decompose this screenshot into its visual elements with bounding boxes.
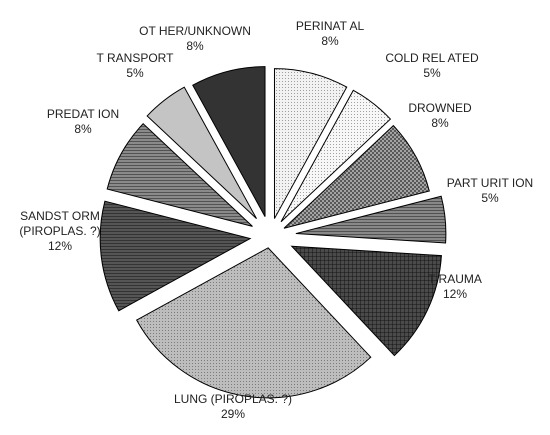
slice-perinatal-texture	[274, 68, 347, 219]
slice-lung-piroplas-label: LUNG (PIROPLAS. ?) 29%	[174, 392, 292, 421]
slice-trauma-label: T RAUMA 12%	[428, 272, 482, 301]
slice-sandstorm-piroplas-label-line: (PIROPLAS. ?)	[19, 224, 100, 238]
slice-other-unknown-percent: 8%	[186, 39, 204, 53]
slice-sandstorm-piroplas-label: SANDST ORM (PIROPLAS. ?) 12%	[19, 209, 100, 253]
slice-sandstorm-piroplas-percent: 12%	[48, 239, 72, 253]
slice-labels: PERINAT AL 8%COLD REL ATED 5%DROWNED 8%PART…	[19, 19, 533, 421]
slice-cold-related-texture	[281, 90, 391, 222]
slice-transport	[146, 86, 257, 219]
slice-drowned-percent: 8%	[431, 116, 449, 130]
slice-perinatal-percent: 8%	[321, 34, 339, 48]
slice-sandstorm-piroplas-label-line: SANDST ORM	[20, 209, 100, 223]
slice-predation-label: PREDAT ION 8%	[47, 107, 119, 136]
slice-lung-piroplas-percent: 29%	[221, 407, 245, 421]
slice-transport-percent: 5%	[126, 66, 144, 80]
slice-other-unknown-label: OT HER/UNKNOWN 8%	[139, 24, 251, 53]
slice-other-unknown	[192, 66, 266, 217]
slice-drowned-texture	[284, 125, 430, 229]
slice-predation-label-line: PREDAT ION	[47, 107, 119, 121]
slice-perinatal-label: PERINAT AL 8%	[296, 19, 365, 48]
slice-drowned-label: DROWNED 8%	[408, 101, 472, 130]
slice-lung-piroplas-texture	[136, 247, 371, 398]
slice-parturition-texture	[295, 196, 446, 243]
slice-parturition-percent: 5%	[481, 191, 499, 205]
slice-sandstorm-piroplas-texture	[100, 201, 251, 311]
slice-parturition-label: PART URIT ION 5%	[447, 176, 533, 205]
slice-trauma-label-line: T RAUMA	[428, 272, 482, 286]
slice-cold-related-percent: 5%	[423, 66, 441, 80]
slice-perinatal-label-line: PERINAT AL	[296, 19, 365, 33]
slice-other-unknown-label-line: OT HER/UNKNOWN	[139, 24, 251, 38]
slice-drowned-label-line: DROWNED	[408, 101, 472, 115]
slice-cold-related-label: COLD REL ATED 5%	[385, 51, 479, 80]
slice-transport-label-line: T RANSPORT	[97, 51, 175, 65]
slice-trauma-percent: 12%	[443, 287, 467, 301]
slice-trauma-texture	[291, 246, 442, 356]
slice-transport-label: T RANSPORT 5%	[97, 51, 175, 80]
slice-cold-related-label-line: COLD REL ATED	[385, 51, 479, 65]
pie-slices	[99, 66, 447, 399]
slice-predation-texture	[107, 123, 253, 227]
slice-lung-piroplas-label-line: LUNG (PIROPLAS. ?)	[174, 392, 292, 406]
slice-predation-percent: 8%	[74, 122, 92, 136]
slice-parturition-label-line: PART URIT ION	[447, 176, 533, 190]
